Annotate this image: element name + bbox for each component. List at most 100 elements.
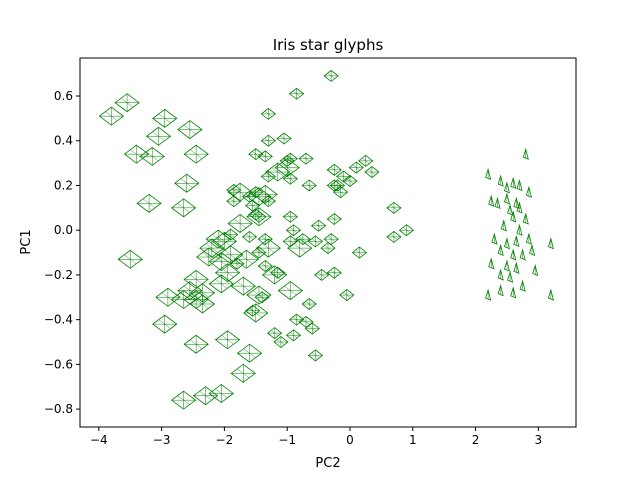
star-glyph: [152, 108, 178, 128]
star-glyph: [519, 279, 526, 292]
star-glyph: [282, 235, 298, 248]
x-tick-label: −4: [90, 433, 108, 447]
star-glyph: [214, 263, 241, 283]
star-glyph: [274, 158, 300, 178]
star-glyph: [246, 187, 272, 207]
star-glyph: [260, 134, 277, 147]
star-glyph: [227, 213, 253, 233]
star-glyph: [170, 198, 197, 218]
y-tick-label: 0.6: [54, 89, 73, 103]
star-glyph: [241, 230, 258, 243]
star-glyph: [516, 223, 523, 236]
star-glyph: [192, 386, 219, 406]
star-glyph: [226, 195, 242, 208]
star-glyph: [170, 290, 197, 310]
star-glyph: [223, 228, 239, 241]
star-glyph: [307, 349, 324, 362]
star-glyph: [497, 284, 504, 297]
star-glyph: [525, 232, 532, 245]
star-glyph: [485, 288, 492, 301]
x-tick-label: 1: [409, 433, 417, 447]
star-glyph: [189, 294, 216, 314]
star-glyph: [208, 274, 234, 294]
star-glyph: [270, 266, 286, 279]
star-glyph: [326, 266, 342, 279]
star-glyph: [522, 212, 529, 225]
x-tick-label: 2: [472, 433, 480, 447]
y-tick-label: 0.4: [54, 134, 73, 148]
star-glyph: [155, 287, 181, 307]
star-glyph: [174, 173, 200, 193]
star-glyph: [183, 334, 209, 354]
star-glyph: [503, 259, 511, 272]
y-tick-label: −0.6: [44, 357, 73, 371]
star-glyph: [513, 261, 520, 274]
x-tick-label: 0: [346, 433, 354, 447]
star-glyph: [255, 238, 282, 258]
star-glyph: [358, 154, 374, 167]
star-glyph: [503, 192, 511, 205]
star-glyph: [339, 289, 355, 302]
star-glyph: [516, 178, 523, 192]
star-glyph: [282, 210, 298, 223]
plot-frame: [79, 57, 577, 428]
star-glyph: [348, 161, 364, 174]
star-glyph: [497, 174, 504, 187]
star-glyph: [260, 107, 277, 120]
star-glyph: [547, 288, 554, 301]
x-axis-label: PC2: [315, 456, 340, 471]
star-glyph: [525, 185, 532, 198]
star-glyph: [230, 363, 256, 383]
star-glyph: [287, 238, 313, 258]
star-glyph: [298, 152, 314, 165]
star-glyph: [494, 196, 501, 210]
star-glyph: [529, 243, 536, 256]
star-glyph: [485, 167, 492, 180]
star-glyph: [260, 170, 277, 183]
y-tick-label: 0.0: [54, 223, 73, 237]
star-glyph: [285, 329, 302, 342]
star-glyph: [285, 224, 302, 237]
star-glyph: [320, 242, 336, 255]
star-glyph: [183, 144, 209, 164]
star-glyph: [298, 315, 314, 328]
x-tick-label: −3: [153, 433, 171, 447]
star-glyph: [301, 179, 317, 192]
star-glyph: [491, 232, 498, 245]
star-glyph: [261, 265, 288, 285]
x-tick-label: 3: [535, 433, 543, 447]
star-glyph: [326, 213, 342, 226]
star-glyph: [532, 263, 539, 277]
star-glyph: [273, 336, 289, 349]
star-glyph: [295, 233, 311, 246]
y-axis: −0.8 −0.6 −0.4 −0.2 0.0 0.2 0.4 0.6: [44, 89, 80, 416]
star-glyph: [497, 268, 504, 281]
star-glyph: [257, 233, 273, 246]
star-glyph: [266, 327, 283, 340]
star-glyph: [282, 152, 298, 165]
star-glyph: [500, 219, 507, 232]
glyph-layer: [98, 69, 554, 410]
star-glyph: [233, 249, 260, 269]
star-glyph: [170, 390, 197, 410]
star-glyph: [510, 210, 517, 223]
x-tick-label: −1: [278, 433, 296, 447]
star-glyph: [246, 207, 272, 227]
star-glyph: [282, 172, 298, 185]
chart-title: Iris star glyphs: [273, 36, 384, 54]
star-glyph: [488, 194, 495, 207]
star-glyph: [230, 276, 256, 296]
star-glyph: [236, 343, 263, 363]
star-glyph: [227, 182, 253, 202]
star-glyph: [398, 224, 415, 237]
y-tick-label: −0.8: [44, 402, 73, 416]
star-glyph: [488, 257, 495, 270]
star-glyph: [516, 201, 523, 214]
star-glyph: [251, 246, 267, 259]
y-axis-label: PC1: [19, 229, 34, 254]
star-glyph: [136, 193, 162, 213]
star-glyph: [351, 246, 368, 259]
star-glyph: [510, 248, 517, 261]
star-glyph: [208, 383, 234, 403]
